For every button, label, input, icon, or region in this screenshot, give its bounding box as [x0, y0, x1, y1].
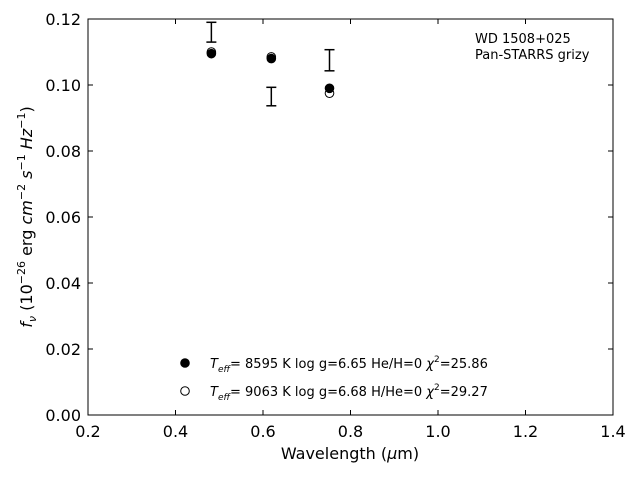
model-point-open: [266, 52, 277, 62]
x-tick-label: 0.6: [250, 422, 275, 441]
legend-1-params: = 8595 K log g=6.65 He/H=0: [230, 357, 426, 372]
y-label-exp1: −26: [15, 261, 28, 284]
axis-ticks: [87, 18, 614, 416]
x-axis-label-prefix: Wavelength (: [281, 444, 387, 463]
y-tick-label: 0.12: [45, 10, 81, 29]
y-tick-label: 0.00: [45, 406, 81, 425]
plot-frame: [87, 18, 614, 416]
y-label-nu: ν: [26, 316, 39, 322]
model-points: [206, 47, 335, 99]
x-tick-label: 1.4: [600, 422, 625, 441]
legend-2-params: = 9063 K log g=6.68 H/He=0: [230, 385, 426, 400]
y-tick-label: 0.04: [45, 274, 81, 293]
annotation-object-name: WD 1508+025: [475, 32, 571, 47]
y-label-close: ): [17, 106, 36, 112]
y-tick-label: 0.06: [45, 208, 81, 227]
x-axis-label: Wavelength (μm): [281, 444, 419, 463]
error-bar: [206, 21, 217, 43]
y-label-cm: cm: [17, 200, 36, 224]
legend-1-chival: =25.86: [440, 357, 488, 372]
y-label-exp3: −1: [15, 154, 28, 170]
x-tick-label: 1.0: [425, 422, 450, 441]
x-tick-label: 1.2: [513, 422, 538, 441]
model-point-open: [324, 88, 335, 99]
y-label-exp2: −2: [15, 184, 28, 200]
y-tick-label: 0.02: [45, 340, 81, 359]
error-bar: [266, 86, 277, 107]
y-tick-label: 0.10: [45, 76, 81, 95]
legend-2-chival: =29.27: [440, 385, 488, 400]
x-tick-label: 0.8: [338, 422, 363, 441]
legend-entry-2: Teff= 9063 K log g=6.68 H/He=0 χ2=29.27: [210, 383, 488, 403]
legend-2-t: T: [210, 385, 219, 400]
model-point-filled: [324, 83, 335, 94]
y-label-f: f: [17, 320, 36, 328]
legend-1-chi: χ: [425, 357, 435, 372]
y-tick-label: 0.08: [45, 142, 81, 161]
legend-1-eff: eff: [218, 365, 232, 375]
y-axis-label: fν (10−26 erg cm−2 s−1 Hz−1): [15, 106, 39, 327]
legend-marker-filled: [180, 358, 190, 368]
y-label-s: s: [17, 171, 36, 184]
y-label-erg: erg: [17, 225, 36, 261]
x-tick-label: 0.4: [163, 422, 188, 441]
y-label-exp4: −1: [15, 113, 28, 129]
legend: Teff= 8595 K log g=6.65 He/H=0 χ2=25.86 …: [180, 355, 488, 403]
observed-error-bars: [206, 21, 335, 107]
legend-marker-open: [180, 386, 190, 396]
y-tick-labels: 0.00 0.02 0.04 0.06 0.08 0.10 0.12: [45, 10, 81, 425]
legend-1-t: T: [210, 357, 219, 372]
legend-2-eff: eff: [218, 393, 232, 403]
x-tick-labels: 0.2 0.4 0.6 0.8 1.0 1.2 1.4: [75, 422, 625, 441]
x-axis-label-suffix: m): [397, 444, 419, 463]
error-bar: [324, 48, 335, 72]
legend-entry-1: Teff= 8595 K log g=6.65 He/H=0 χ2=25.86: [210, 355, 488, 375]
y-label-hz: Hz: [17, 128, 36, 154]
annotation-survey-name: Pan-STARRS grizy: [475, 48, 590, 63]
legend-2-chi: χ: [425, 385, 435, 400]
legend-2-sq: 2: [434, 383, 440, 393]
model-point-open: [206, 47, 217, 57]
x-axis-label-mu: μ: [386, 444, 397, 463]
legend-1-sq: 2: [434, 355, 440, 365]
x-tick-label: 0.2: [75, 422, 100, 441]
y-label-open: (10: [17, 284, 36, 316]
